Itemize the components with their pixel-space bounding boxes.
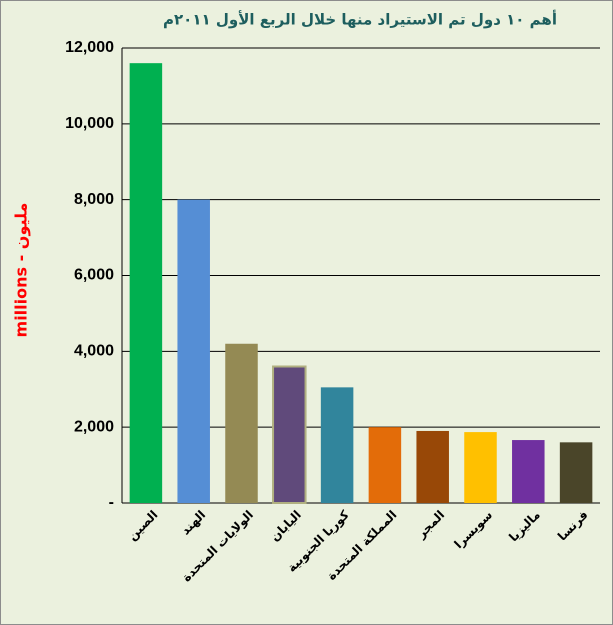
y-tick-label: 10,000	[65, 115, 114, 132]
bar	[559, 442, 593, 503]
bar	[416, 430, 449, 503]
bar	[368, 427, 402, 503]
bar	[320, 387, 354, 503]
bar	[129, 63, 163, 504]
chart-title: أهم ١٠ دول تم الاستيراد منها خلال الربع …	[163, 10, 557, 29]
y-tick-label: 2,000	[74, 418, 114, 435]
y-tick-label: 12,000	[65, 39, 114, 56]
bar	[177, 199, 210, 503]
y-axis-label: millions - مليون	[12, 203, 31, 338]
y-tick-label: 6,000	[74, 267, 114, 284]
bar	[512, 440, 545, 503]
bar	[464, 432, 497, 503]
y-tick-label: -	[109, 494, 114, 511]
y-tick-label: 4,000	[74, 343, 114, 360]
y-tick-label: 8,000	[74, 191, 114, 208]
bar	[225, 343, 258, 503]
bar	[272, 365, 307, 504]
